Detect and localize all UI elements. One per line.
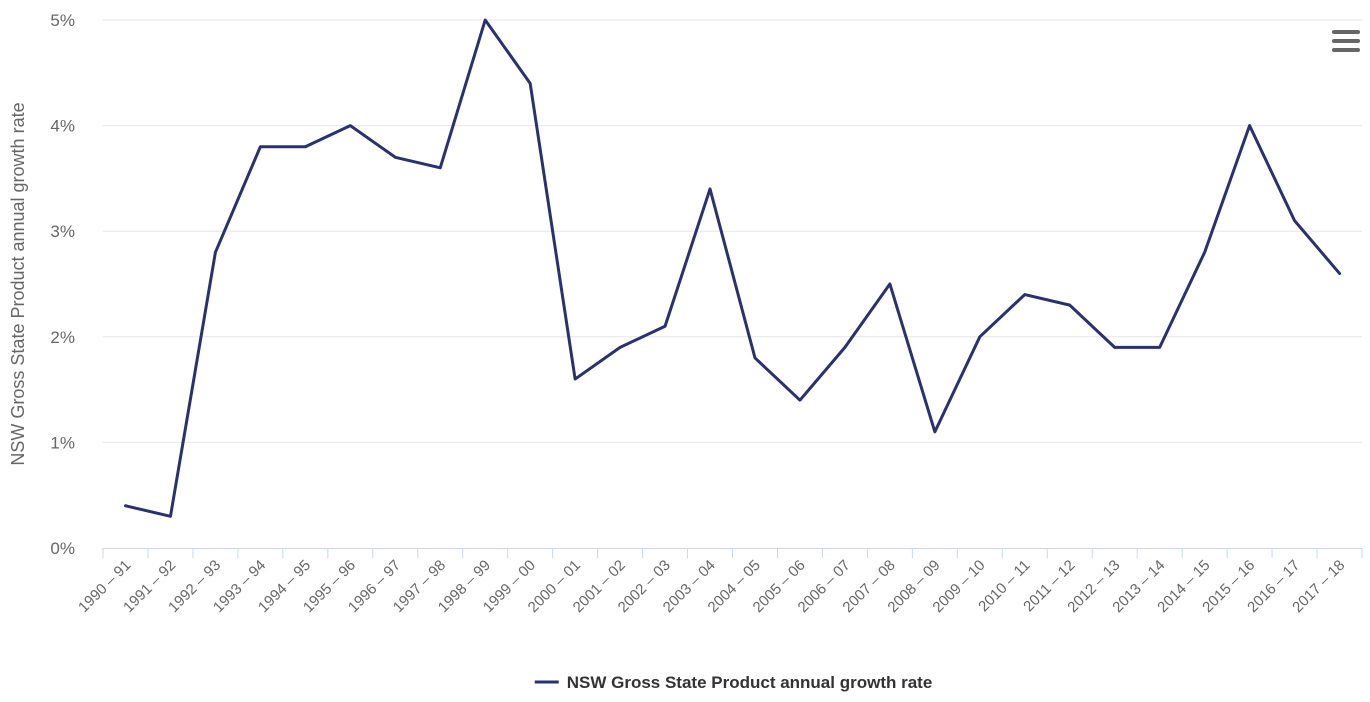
data-point[interactable]	[1156, 343, 1164, 351]
data-point[interactable]	[1246, 122, 1254, 130]
data-point[interactable]	[1111, 343, 1119, 351]
data-point[interactable]	[301, 143, 309, 151]
data-point[interactable]	[1291, 217, 1299, 225]
y-tick-label: 5%	[50, 11, 75, 30]
data-point[interactable]	[976, 333, 984, 341]
data-point[interactable]	[706, 185, 714, 193]
series-layer	[121, 16, 1344, 520]
data-point[interactable]	[211, 248, 219, 256]
y-tick-label: 2%	[50, 328, 75, 347]
data-point[interactable]	[1021, 291, 1029, 299]
data-point[interactable]	[886, 280, 894, 288]
data-point[interactable]	[1066, 301, 1074, 309]
data-point[interactable]	[841, 343, 849, 351]
hamburger-menu-icon[interactable]	[1326, 22, 1366, 60]
data-point[interactable]	[346, 122, 354, 130]
y-tick-label: 4%	[50, 117, 75, 136]
y-axis-ticks: 0% 1% 2% 3% 4% 5%	[50, 11, 75, 558]
y-tick-label: 3%	[50, 222, 75, 241]
y-axis-title: NSW Gross State Product annual growth ra…	[8, 102, 28, 465]
series-line[interactable]	[123, 18, 1342, 518]
legend-label: NSW Gross State Product annual growth ra…	[567, 673, 933, 692]
data-point[interactable]	[796, 396, 804, 404]
data-point[interactable]	[931, 428, 939, 436]
data-point[interactable]	[571, 375, 579, 383]
data-point[interactable]	[391, 153, 399, 161]
data-point[interactable]	[256, 143, 264, 151]
data-point[interactable]	[166, 512, 174, 520]
data-point[interactable]	[526, 79, 534, 87]
data-point[interactable]	[436, 164, 444, 172]
y-tick-label: 1%	[50, 433, 75, 452]
data-point[interactable]	[121, 502, 129, 510]
data-point[interactable]	[616, 343, 624, 351]
data-point[interactable]	[1336, 269, 1344, 277]
grid-lines	[103, 19, 1362, 443]
legend[interactable]: NSW Gross State Product annual growth ra…	[534, 673, 933, 692]
y-tick-label: 0%	[50, 539, 75, 558]
data-point[interactable]	[481, 16, 489, 24]
data-point[interactable]	[661, 322, 669, 330]
data-point[interactable]	[751, 354, 759, 362]
data-point[interactable]	[1201, 248, 1209, 256]
